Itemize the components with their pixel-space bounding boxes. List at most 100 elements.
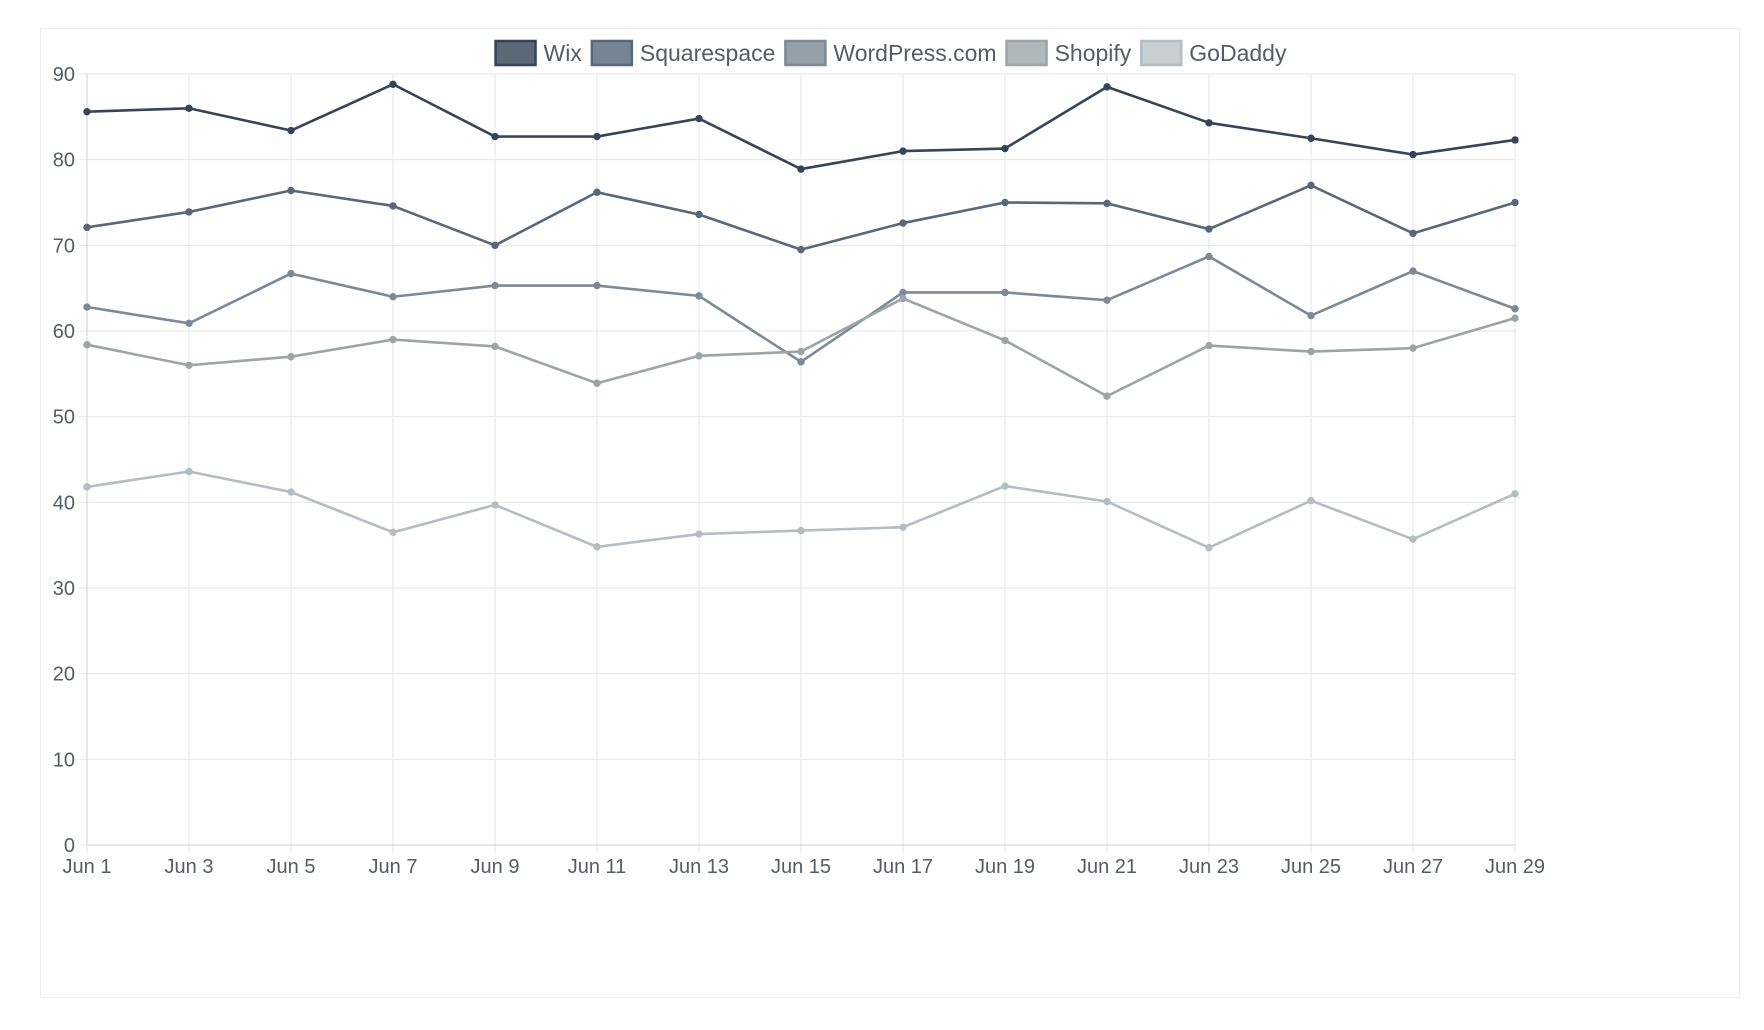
data-point	[1205, 341, 1213, 350]
data-point	[1307, 496, 1315, 505]
legend-swatch	[590, 39, 634, 67]
legend-label: GoDaddy	[1189, 40, 1287, 66]
data-point	[1001, 144, 1009, 153]
x-tick-label: Jun 7	[369, 856, 418, 878]
data-point	[593, 132, 601, 141]
data-point	[491, 241, 499, 250]
data-point	[1103, 83, 1111, 91]
y-tick-label: 30	[53, 578, 75, 600]
data-point	[185, 208, 193, 216]
data-point	[1409, 344, 1417, 352]
data-point	[593, 379, 601, 387]
data-point	[83, 483, 91, 491]
y-tick-label: 90	[53, 64, 75, 86]
data-point	[1307, 134, 1315, 142]
data-point	[287, 126, 295, 135]
series-squarespace	[83, 181, 1519, 254]
legend-item-wix: Wix	[494, 39, 582, 67]
y-tick-label: 70	[53, 235, 75, 257]
legend-label: WordPress.com	[833, 40, 996, 66]
data-point	[287, 269, 295, 278]
data-point	[491, 501, 499, 509]
x-tick-label: Jun 3	[165, 856, 214, 878]
data-point	[1001, 198, 1009, 207]
data-point	[1001, 288, 1009, 297]
data-point	[83, 303, 91, 311]
legend-item-squarespace: Squarespace	[590, 39, 776, 67]
data-point	[1001, 482, 1009, 490]
x-tick-label: Jun 1	[63, 856, 112, 878]
x-tick-label: Jun 25	[1281, 856, 1341, 878]
data-point	[1511, 198, 1519, 207]
data-point	[797, 526, 805, 535]
data-point	[287, 186, 295, 195]
data-point	[1103, 497, 1111, 506]
legend: Wix Squarespace WordPress.com Shopify GoDadd…	[494, 39, 1287, 67]
data-point	[389, 528, 397, 537]
data-point	[1409, 229, 1417, 238]
y-tick-label: 50	[53, 407, 75, 429]
data-point	[287, 488, 295, 496]
x-tick-label: Jun 9	[471, 856, 520, 878]
data-point	[83, 223, 91, 232]
data-point	[1307, 311, 1315, 320]
x-tick-label: Jun 19	[975, 856, 1035, 878]
legend-swatch	[494, 39, 537, 67]
series-shopify	[83, 294, 1519, 400]
data-point	[695, 352, 703, 360]
data-point	[1409, 535, 1417, 543]
y-tick-label: 20	[53, 664, 75, 686]
series-godaddy	[83, 467, 1519, 552]
data-point	[695, 292, 703, 300]
series-wix	[83, 80, 1519, 173]
chart-container: 0 10 20 30 40 50 60 70 80 90 Jun 1 Jun 3 Jun 5 Jun 7 J…	[40, 28, 1740, 998]
x-tick-label: Jun 23	[1179, 856, 1239, 878]
grid	[79, 73, 1516, 853]
data-point	[185, 319, 193, 327]
legend-swatch	[1005, 39, 1048, 67]
data-point	[1205, 544, 1213, 552]
x-tick-label: Jun 21	[1077, 856, 1137, 878]
y-tick-label: 80	[53, 150, 75, 172]
data-point	[389, 202, 397, 210]
data-point	[1205, 252, 1213, 261]
y-tick-label: 10	[53, 749, 75, 771]
data-point	[899, 219, 907, 227]
data-point	[83, 107, 91, 116]
data-point	[1511, 136, 1519, 144]
data-point	[389, 335, 397, 344]
series-lines	[83, 80, 1519, 552]
series-wordpress-com	[83, 252, 1519, 366]
data-point	[1103, 296, 1111, 304]
data-point	[389, 293, 397, 301]
data-point	[899, 288, 907, 297]
data-point	[797, 245, 805, 254]
data-point	[491, 342, 499, 351]
x-tick-label: Jun 15	[771, 856, 831, 878]
data-point	[1103, 392, 1111, 400]
data-point	[593, 543, 601, 551]
data-point	[1511, 305, 1519, 313]
y-tick-label: 40	[53, 492, 75, 514]
axes: 0 10 20 30 40 50 60 70 80 90 Jun 1 Jun 3 Jun 5 Jun 7 J…	[53, 64, 1545, 878]
y-tick-label: 60	[53, 321, 75, 343]
data-point	[1205, 225, 1213, 233]
data-point	[491, 132, 499, 141]
x-tick-label: Jun 17	[873, 856, 933, 878]
legend-swatch	[1140, 39, 1183, 67]
data-point	[695, 210, 703, 219]
data-point	[185, 467, 193, 476]
x-tick-label: Jun 11	[568, 856, 627, 878]
x-tick-label: Jun 13	[669, 856, 729, 878]
legend-item-wordpress-com: WordPress.com	[784, 39, 997, 67]
data-point	[593, 188, 601, 196]
data-point	[797, 358, 805, 366]
y-tick-label: 0	[64, 835, 75, 857]
legend-item-shopify: Shopify	[1005, 39, 1132, 67]
x-tick-label: Jun 29	[1485, 856, 1545, 878]
legend-swatch	[784, 39, 827, 67]
data-point	[185, 361, 193, 369]
data-point	[185, 104, 193, 112]
legend-label: Squarespace	[640, 40, 776, 66]
legend-item-godaddy: GoDaddy	[1140, 39, 1287, 67]
